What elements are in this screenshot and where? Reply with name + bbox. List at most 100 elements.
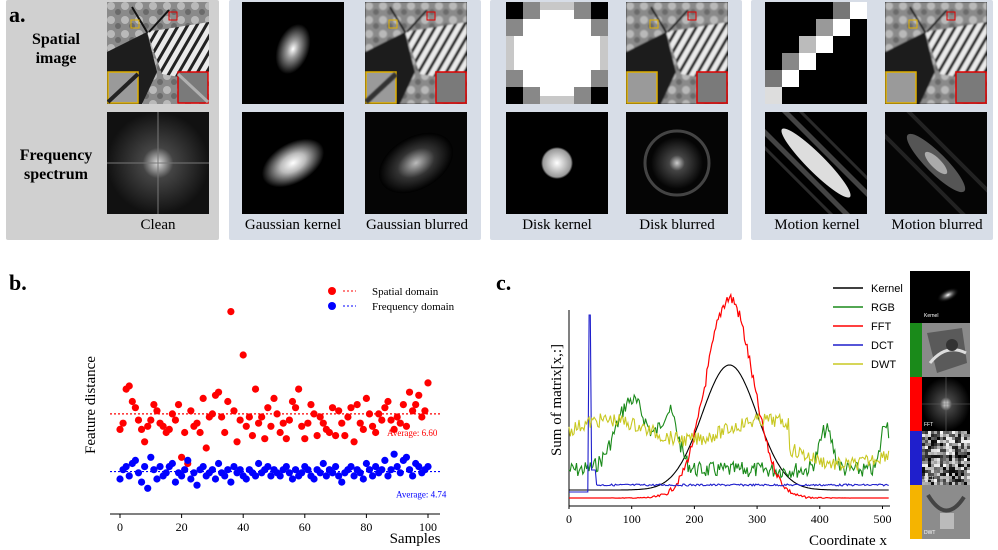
y-axis-label: Feature distance: [83, 356, 99, 454]
scatter-point: [384, 472, 392, 480]
dct-noise-cell: [955, 440, 958, 443]
dct-noise-cell: [964, 467, 967, 470]
scatter-point: [304, 419, 312, 427]
dct-noise-cell: [928, 440, 931, 443]
dct-noise-cell: [925, 461, 928, 464]
series-line-kernel: [569, 364, 889, 491]
dct-noise-cell: [952, 449, 955, 452]
frequency-spectrum-clean: [107, 112, 209, 214]
dct-noise-cell: [961, 467, 964, 470]
scatter-point: [211, 475, 220, 483]
scatter-point: [298, 469, 306, 477]
scatter-point: [184, 456, 192, 464]
butterfly-image-disk-blurred: [626, 2, 728, 104]
dct-noise-cell: [940, 455, 943, 458]
scatter-point: [396, 469, 404, 477]
dct-noise-cell: [955, 467, 958, 470]
side-swatch-dct: [910, 431, 922, 485]
dct-noise-cell: [940, 464, 943, 467]
dct-noise-cell: [937, 467, 940, 470]
disk-blurred-frequency: [626, 112, 728, 214]
side-swatch-kernel: [910, 271, 922, 323]
legend-label-kernel: Kernel: [871, 283, 903, 295]
series-line-dct: [569, 314, 889, 493]
scatter-point: [261, 435, 269, 443]
legend-label-fft: FFT: [871, 321, 891, 333]
line-chart-kernel-profiles: 0 100 200 300 400 500 Coordinate x Sum of mat…: [549, 283, 903, 549]
dct-noise-cell: [967, 467, 970, 470]
dct-noise-cell: [949, 473, 952, 476]
dct-noise-cell: [958, 467, 961, 470]
dct-noise-cell: [952, 470, 955, 473]
scatter-point: [276, 428, 284, 437]
scatter-point: [116, 425, 124, 433]
scatter-point: [405, 466, 414, 474]
dct-noise-cell: [928, 476, 931, 479]
scatter-point: [193, 481, 201, 489]
scatter-point: [347, 463, 355, 471]
dct-noise-cell: [961, 431, 964, 434]
dct-noise-cell: [949, 482, 952, 485]
scatter-point: [221, 472, 229, 480]
scatter-point: [291, 404, 300, 412]
scatter-point: [248, 432, 257, 440]
dct-noise-cell: [961, 473, 964, 476]
scatter-point: [295, 385, 303, 393]
scatter-point: [356, 419, 364, 427]
scatter-point: [415, 463, 423, 471]
dct-noise-cell: [931, 482, 934, 485]
y-axis-label: Sum of matrix[x,:]: [549, 344, 565, 456]
dct-noise-cell: [958, 476, 961, 479]
dct-noise-cell: [934, 446, 937, 449]
scatter-point: [399, 401, 407, 409]
dct-noise-cell: [958, 437, 961, 440]
scatter-point: [174, 401, 183, 409]
dct-noise-cell: [967, 452, 970, 455]
side-label-kernel: Kernel: [924, 313, 939, 319]
motion-kernel-frequency: [765, 112, 867, 214]
dct-noise-cell: [922, 443, 925, 446]
dct-noise-cell: [952, 458, 955, 461]
dct-noise-cell: [940, 437, 943, 440]
scatter-point: [171, 478, 180, 486]
dct-noise-cell: [928, 449, 931, 452]
butterfly-image-motion-blurred: [885, 2, 987, 104]
dct-noise-cell: [934, 458, 937, 461]
scatter-point: [285, 469, 293, 477]
dct-noise-cell: [958, 434, 961, 437]
butterfly-image-clean: [107, 2, 209, 104]
scatter-point: [116, 475, 124, 483]
dct-noise-cell: [946, 452, 949, 455]
scatter-point: [236, 416, 244, 424]
scatter-point: [372, 463, 380, 471]
scatter-point: [372, 428, 380, 437]
dct-noise-cell: [925, 470, 928, 473]
dct-noise-cell: [946, 455, 949, 458]
legend-label-frequency: Frequency domain: [372, 301, 455, 313]
scatter-point: [353, 401, 361, 409]
dct-noise-cell: [949, 431, 952, 434]
dct-noise-cell: [937, 464, 940, 467]
dct-noise-cell: [958, 458, 961, 461]
dct-noise-cell: [964, 446, 967, 449]
dct-noise-cell: [934, 479, 937, 482]
dct-noise-cell: [964, 470, 967, 473]
dct-noise-cell: [937, 482, 940, 485]
dct-noise-cell: [955, 464, 958, 467]
scatter-point: [288, 397, 297, 406]
dct-noise-cell: [937, 443, 940, 446]
dct-noise-cell: [952, 476, 955, 479]
dct-noise-cell: [922, 455, 925, 458]
scatter-point: [218, 413, 226, 421]
scatter-point: [285, 416, 293, 424]
dct-noise-cell: [925, 434, 928, 437]
scatter-point: [134, 469, 143, 477]
dct-noise-cell: [964, 482, 967, 485]
scatter-point: [310, 475, 318, 483]
dct-noise-cell: [958, 446, 961, 449]
dct-noise-cell: [964, 440, 967, 443]
legend-marker-frequency: [328, 302, 336, 310]
scatter-point: [236, 466, 244, 474]
dct-noise-cell: [955, 431, 958, 434]
caption-gaussian-blurred: Gaussian blurred: [365, 217, 469, 233]
